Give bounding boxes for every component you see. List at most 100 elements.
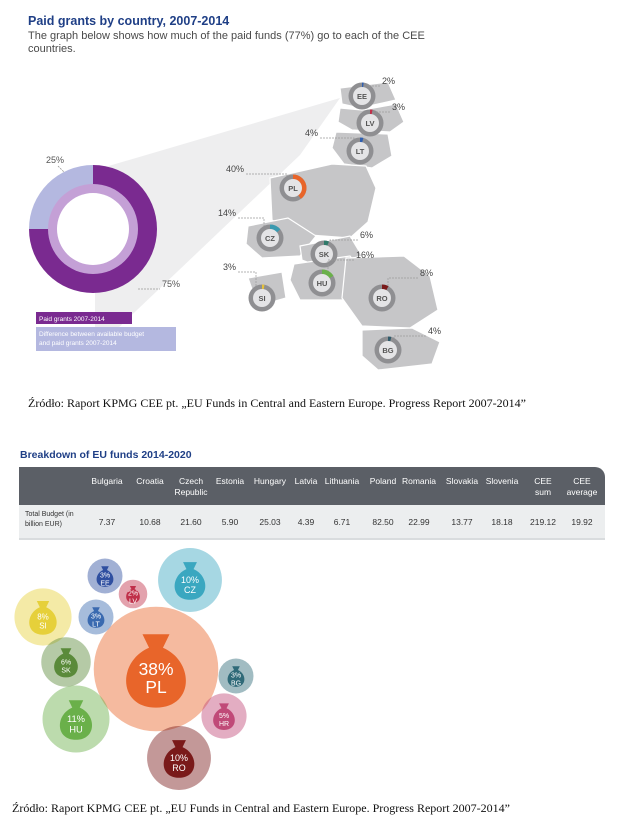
table-value-cell: 219.12 (530, 517, 556, 527)
bubble-value-hu: 11% (67, 714, 85, 724)
marker-leader-bg (393, 335, 426, 338)
bubble-value-lv: 2% (128, 590, 138, 597)
marker-leader-hu (327, 259, 354, 271)
bubble-code-lt: LT (92, 622, 100, 629)
marker-value-sk: 6% (360, 230, 373, 240)
table-header-cell: Croatia (136, 476, 164, 486)
bubble-value-ro: 10% (170, 753, 188, 763)
marker-center-lt (351, 142, 369, 160)
marker-leader-pl (246, 173, 288, 176)
table-value-cell: 19.92 (571, 517, 593, 527)
marker-leader-ro (387, 277, 418, 286)
marker-leader-cz (238, 217, 265, 226)
money-bag-lv (126, 586, 140, 603)
funds-bubble-chart: 38%PL10%CZ11%HU10%RO8%SI6%SK3%EE3%LT2%LV… (14, 548, 254, 790)
table-header-cell: CEE average (566, 476, 598, 497)
bubble-value-pl: 38% (139, 659, 174, 679)
marker-value-ro: 8% (420, 268, 433, 278)
table-header-cell: Poland (369, 476, 397, 486)
table-header-cell: Latvia (294, 476, 318, 486)
legend-swatch-difference (36, 327, 176, 351)
marker-code-cz: CZ (265, 234, 275, 243)
bubble-code-bg: BG (231, 681, 241, 688)
table-header-cell: Romania (401, 476, 437, 486)
money-bag-hr (213, 703, 235, 731)
money-bag-bg (227, 666, 245, 687)
bubble-value-bg: 3% (231, 673, 241, 680)
table-value-cell: 82.50 (372, 517, 394, 527)
marker-value-lv: 3% (392, 102, 405, 112)
table-header-cell: Slovakia (445, 476, 479, 486)
bubble-value-ee: 3% (100, 573, 110, 580)
bubble-value-sk: 6% (61, 659, 71, 666)
table-header (19, 467, 605, 505)
table-header-cell: Slovenia (485, 476, 519, 486)
donut-leader-difference (57, 165, 65, 173)
donut-hole (57, 193, 129, 265)
marker-center-sk (315, 245, 333, 263)
marker-leader-si (238, 271, 257, 286)
eu-funds-table: Total Budget (in billion EUR) Bulgaria 7.… (19, 467, 605, 540)
marker-center-pl (284, 179, 302, 197)
marker-value-si: 3% (223, 262, 236, 272)
table-value-cell: 10.68 (139, 517, 161, 527)
chart1-title: Paid grants by country, 2007-2014 (28, 14, 230, 28)
marker-code-si: SI (258, 294, 265, 303)
money-bag-si (29, 601, 57, 635)
table-header-cell: Lithuania (324, 476, 360, 486)
marker-center-ee (353, 87, 371, 105)
bubble-value-si: 8% (37, 613, 49, 622)
money-bag-ro (163, 740, 195, 778)
table-row-label: Total Budget (in billion EUR) (25, 511, 74, 528)
money-bag-cz (174, 562, 206, 600)
marker-leader-ee (367, 84, 380, 87)
bubble-code-ee: EE (100, 581, 110, 588)
table-value-cell: 7.37 (98, 517, 116, 527)
marker-code-sk: SK (319, 250, 330, 259)
table-header-cell: Estonia (215, 476, 245, 486)
marker-value-lt: 4% (305, 128, 318, 138)
marker-code-ro: RO (376, 294, 387, 303)
money-bag-lt (87, 607, 105, 628)
marker-code-bg: BG (382, 346, 393, 355)
marker-center-si (253, 289, 271, 307)
table-body (19, 505, 605, 540)
marker-value-hu: 16% (356, 250, 374, 260)
marker-code-lv: LV (365, 119, 374, 128)
marker-center-hu (313, 274, 331, 292)
marker-leader-lv (375, 111, 390, 113)
marker-center-lv (361, 114, 379, 132)
marker-code-lt: LT (356, 147, 365, 156)
paid-grants-legend: Paid grants 2007-2014 Difference between … (36, 312, 176, 351)
bubble-value-cz: 10% (181, 575, 199, 585)
bubble-code-hr: HR (219, 721, 229, 728)
marker-center-cz (261, 229, 279, 247)
table-value-cell: 5.90 (221, 517, 239, 527)
bubble-code-pl: PL (145, 677, 167, 697)
marker-center-ro (373, 289, 391, 307)
money-bag-ee (96, 566, 114, 587)
donut-label-difference: 25% (46, 155, 64, 165)
bubble-code-ro: RO (172, 763, 185, 773)
marker-value-ee: 2% (382, 76, 395, 86)
legend-label-difference: Difference between available budget and p… (39, 331, 144, 347)
marker-value-cz: 14% (218, 208, 236, 218)
money-bag-hu (59, 700, 93, 740)
chart2-source: Źródło: Raport KPMG CEE pt. „EU Funds in… (12, 801, 510, 815)
table-header-cell: CEE sum (534, 476, 552, 497)
country-markers: EE 2% LV 3% LT 4% PL 40% CZ 14% SK 6% HU 16% SI 3% RO 8% B… (218, 76, 441, 364)
bubble-code-lv: LV (129, 598, 137, 605)
bubble-value-hr: 5% (219, 713, 229, 720)
chart1-subtitle: The graph below shows how much of the pa… (28, 30, 425, 55)
marker-value-pl: 40% (226, 164, 244, 174)
bubble-value-lt: 3% (91, 614, 101, 621)
table-value-cell: 21.60 (180, 517, 202, 527)
table-header-cell: Czech Republic (174, 476, 208, 497)
marker-code-pl: PL (288, 184, 298, 193)
table-value-cell: 4.39 (297, 517, 315, 527)
donut-label-paid: 75% (162, 279, 180, 289)
table-header-cell: Hungary (253, 476, 287, 486)
legend-label-paid: Paid grants 2007-2014 (39, 316, 105, 323)
table-value-cell: 13.77 (451, 517, 473, 527)
projection-band (95, 98, 340, 350)
